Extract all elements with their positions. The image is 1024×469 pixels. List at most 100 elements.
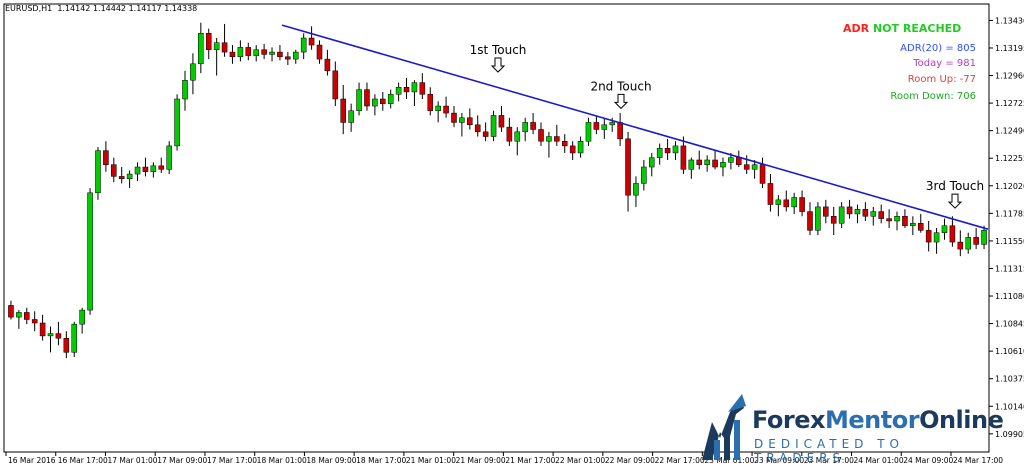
candle-body — [95, 150, 101, 194]
candle-body — [332, 70, 339, 100]
candle-body — [862, 208, 869, 217]
candle-body — [910, 223, 916, 226]
logo-word-online: Online — [919, 406, 1004, 434]
y-tick-label: 1.10375 — [995, 375, 1024, 384]
candle-body — [237, 47, 244, 58]
candle-body — [799, 197, 805, 212]
logo-wordmark: ForexMentorOnline — [752, 406, 1004, 434]
adr-title-word-reached: REACHED — [902, 22, 962, 35]
x-tick-label: 17 Mar 09:00 — [157, 456, 207, 465]
candle-body — [340, 98, 347, 123]
candle-body — [609, 122, 615, 126]
candle-body — [775, 199, 782, 205]
x-tick-label: 21 Mar 01:00 — [406, 456, 456, 465]
candle-body — [767, 183, 774, 205]
x-tick-label: 24 Mar 01:00 — [854, 456, 904, 465]
candle-body — [364, 89, 370, 107]
candle-body — [641, 166, 647, 184]
candle-body — [435, 105, 441, 111]
candle-body — [182, 79, 188, 100]
x-tick-label: 18 Mar 01:00 — [257, 456, 307, 465]
adr-status-title: ADR NOT REACHED — [843, 22, 961, 35]
candle-body — [957, 241, 964, 250]
x-tick-label: 22 Mar 17:00 — [655, 456, 705, 465]
candle-body — [87, 192, 93, 311]
candle-body — [277, 51, 283, 58]
candle-body — [633, 183, 639, 196]
candle-body — [601, 124, 608, 130]
candle-body — [190, 63, 196, 81]
candle-body — [205, 33, 212, 50]
candle-body — [419, 82, 426, 95]
candle-body — [648, 157, 655, 168]
candle-body — [71, 323, 78, 353]
candle-body — [451, 112, 457, 123]
candle-body — [47, 333, 54, 337]
trendline — [281, 24, 989, 230]
candle-body — [965, 237, 972, 250]
touch-label: 1st Touch — [470, 43, 527, 57]
x-tick-label: 22 Mar 01:00 — [555, 456, 605, 465]
candle-body — [150, 165, 157, 172]
candle-body — [269, 51, 275, 55]
candle-body — [63, 337, 70, 353]
candle-body — [712, 159, 718, 168]
candle-body — [23, 312, 30, 320]
candle-body — [941, 225, 948, 233]
candle-body — [292, 51, 299, 60]
candle-body — [387, 94, 394, 104]
y-tick-label: 1.13430 — [995, 16, 1024, 25]
candle-body — [324, 58, 331, 72]
candle-body — [783, 199, 790, 208]
candle-body — [925, 230, 932, 243]
y-tick-label: 1.13195 — [995, 44, 1024, 53]
y-tick-label: 1.12960 — [995, 72, 1024, 81]
y-tick-label: 1.11550 — [995, 237, 1024, 246]
candle-body — [577, 140, 584, 154]
x-tick-label: 16 Mar 17:00 — [58, 456, 108, 465]
x-tick-label: 18 Mar 09:00 — [306, 456, 356, 465]
candle-body — [838, 206, 845, 224]
candle-body — [696, 159, 703, 165]
candle-body — [933, 232, 940, 243]
candle-body — [285, 56, 291, 60]
candle-body — [815, 206, 821, 231]
candle-body — [16, 312, 22, 318]
candle-body — [474, 124, 481, 133]
logo-tagline: DEDICATED TO TRADERS — [754, 437, 904, 465]
candle-body — [356, 89, 362, 111]
candle-body — [134, 166, 141, 175]
candle-body — [308, 37, 315, 46]
candle-body — [514, 131, 521, 142]
candle-body — [759, 164, 766, 184]
candle-body — [316, 44, 323, 60]
room-up-value: Room Up: -77 — [907, 74, 976, 85]
candle-body — [118, 176, 125, 179]
x-tick-label: 18 Mar 17:00 — [356, 456, 406, 465]
candle-body — [878, 211, 884, 219]
x-tick-label: 17 Mar 01:00 — [107, 456, 157, 465]
adr20-value: ADR(20) = 805 — [900, 43, 976, 54]
candle-body — [656, 148, 663, 158]
candle-body — [103, 150, 109, 165]
candle-body — [846, 206, 853, 215]
y-tick-label: 1.12490 — [995, 127, 1024, 136]
y-tick-label: 1.10610 — [995, 347, 1024, 356]
candle-body — [538, 129, 544, 142]
candle-body — [459, 117, 465, 123]
symbol-label: EURUSD,H1 — [5, 4, 53, 13]
adr-title-word-not: NOT — [872, 22, 900, 35]
candle-body — [807, 211, 813, 231]
candle-body — [174, 98, 180, 147]
candle-body — [142, 166, 149, 172]
candle-body — [664, 148, 671, 154]
room-down-value: Room Down: 706 — [890, 91, 976, 102]
candle-body — [79, 309, 85, 325]
candle-body — [506, 126, 513, 142]
candle-body — [823, 206, 829, 217]
y-tick-label: 1.12020 — [995, 182, 1024, 191]
plot-frame — [3, 3, 990, 453]
x-tick-label: 16 Mar 2016 — [8, 456, 56, 465]
